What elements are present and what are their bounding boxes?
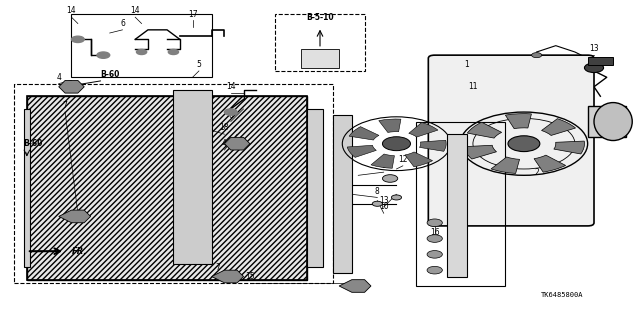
Text: 13: 13 xyxy=(589,44,599,53)
Circle shape xyxy=(383,175,397,182)
Text: 14: 14 xyxy=(131,6,140,15)
Polygon shape xyxy=(59,80,84,93)
Wedge shape xyxy=(405,152,433,167)
Circle shape xyxy=(72,36,84,42)
Circle shape xyxy=(427,235,442,242)
Bar xyxy=(24,109,30,267)
Bar xyxy=(173,90,212,264)
Circle shape xyxy=(383,137,410,151)
Text: 7: 7 xyxy=(216,263,221,271)
Text: 11: 11 xyxy=(468,82,477,91)
Text: 9: 9 xyxy=(381,161,386,170)
Circle shape xyxy=(225,109,237,115)
Text: 6: 6 xyxy=(228,111,233,120)
Wedge shape xyxy=(371,154,394,168)
Polygon shape xyxy=(225,137,250,150)
Ellipse shape xyxy=(594,103,632,141)
Text: 14: 14 xyxy=(226,82,236,91)
Text: TK6485800A: TK6485800A xyxy=(541,293,584,299)
Circle shape xyxy=(427,219,442,226)
Bar xyxy=(275,14,365,71)
Text: 4: 4 xyxy=(56,73,61,82)
Bar xyxy=(301,49,339,68)
Wedge shape xyxy=(348,145,376,157)
Wedge shape xyxy=(419,140,446,151)
Wedge shape xyxy=(409,122,438,137)
Text: 10: 10 xyxy=(379,203,388,211)
Circle shape xyxy=(508,136,540,152)
Polygon shape xyxy=(212,270,244,283)
Circle shape xyxy=(427,250,442,258)
Text: 5: 5 xyxy=(196,60,202,69)
Circle shape xyxy=(532,53,541,58)
Text: 17: 17 xyxy=(188,10,197,19)
Circle shape xyxy=(392,195,401,200)
Text: 6: 6 xyxy=(120,19,125,28)
Wedge shape xyxy=(379,119,401,132)
Circle shape xyxy=(97,52,109,58)
Text: 13: 13 xyxy=(379,196,388,205)
Text: B-5-10: B-5-10 xyxy=(306,13,334,22)
Circle shape xyxy=(584,63,604,72)
Circle shape xyxy=(168,49,179,55)
Circle shape xyxy=(136,49,147,55)
Bar xyxy=(588,57,613,65)
Bar xyxy=(27,96,307,280)
Circle shape xyxy=(372,201,383,206)
Wedge shape xyxy=(554,141,584,154)
Text: 1: 1 xyxy=(464,60,469,69)
Text: 3: 3 xyxy=(617,123,622,132)
Polygon shape xyxy=(59,210,91,223)
Text: 2: 2 xyxy=(534,168,539,177)
Text: B-60: B-60 xyxy=(24,139,43,148)
Polygon shape xyxy=(339,280,371,292)
FancyBboxPatch shape xyxy=(428,55,594,226)
Wedge shape xyxy=(541,119,575,136)
Bar xyxy=(14,84,333,283)
Wedge shape xyxy=(506,114,531,129)
Bar xyxy=(447,134,467,277)
Text: 12: 12 xyxy=(398,155,408,164)
Wedge shape xyxy=(467,122,502,138)
Wedge shape xyxy=(349,127,379,140)
Circle shape xyxy=(427,266,442,274)
Text: 15: 15 xyxy=(245,272,255,281)
Bar xyxy=(588,106,626,137)
Text: 18: 18 xyxy=(220,123,229,132)
Bar xyxy=(307,109,323,267)
Text: 16: 16 xyxy=(430,228,440,237)
Text: 14: 14 xyxy=(67,6,76,15)
Text: FR.: FR. xyxy=(72,247,87,256)
Bar xyxy=(72,14,212,77)
Wedge shape xyxy=(534,155,566,172)
Wedge shape xyxy=(491,157,520,174)
Bar xyxy=(27,96,307,280)
Text: B-60: B-60 xyxy=(100,70,120,78)
Wedge shape xyxy=(463,145,497,159)
Text: 8: 8 xyxy=(375,187,380,196)
Bar xyxy=(415,122,505,286)
Text: 4: 4 xyxy=(222,139,227,148)
Bar xyxy=(333,115,352,273)
Text: 7: 7 xyxy=(63,101,68,110)
